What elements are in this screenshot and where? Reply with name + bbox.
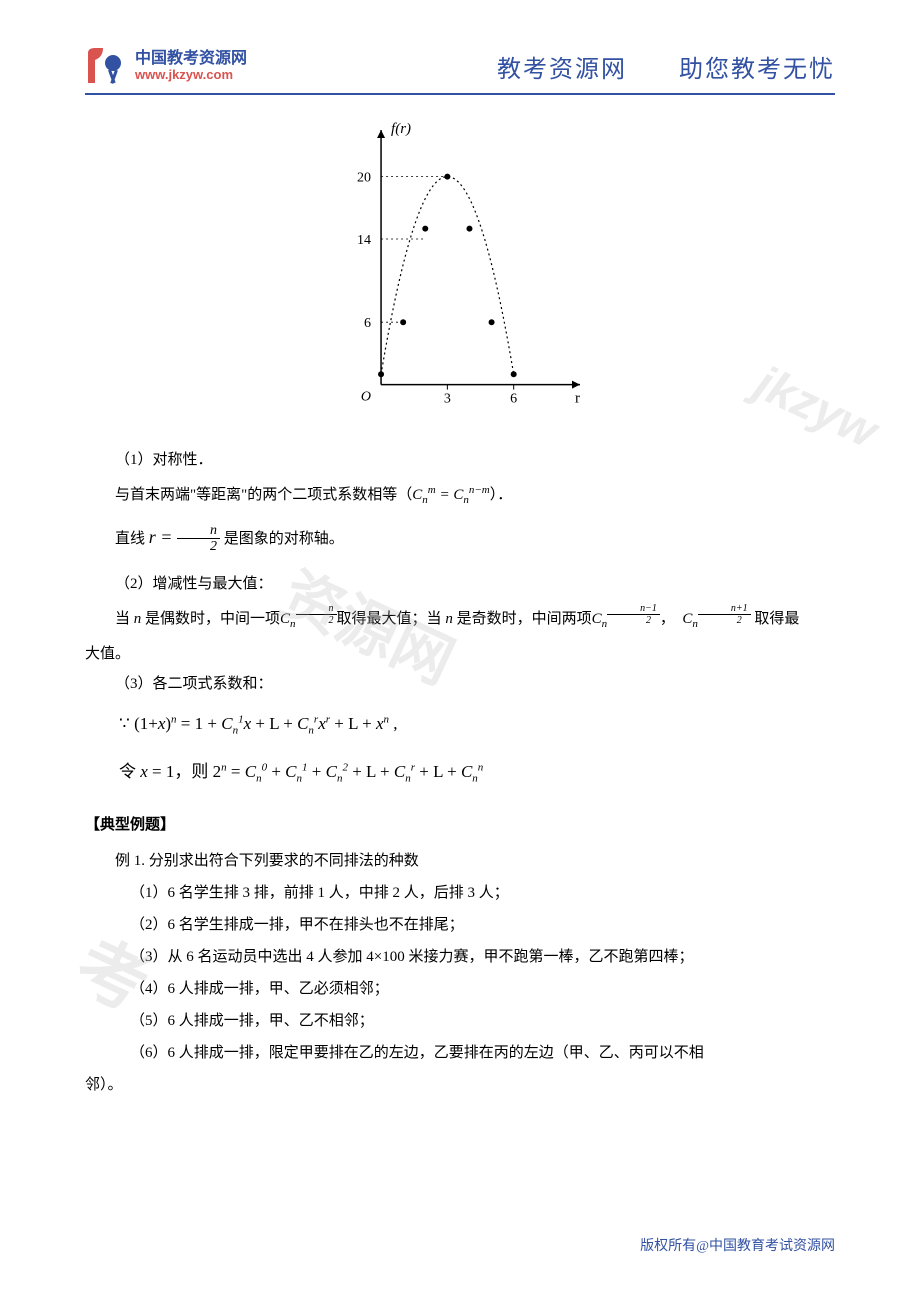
- text: 取得最: [751, 611, 800, 627]
- main-content: （1）对称性． 与首末两端"等距离"的两个二项式系数相等（Cnm = Cnn−m…: [85, 445, 835, 1100]
- logo-url-text: www.jkzyw.com: [135, 68, 247, 82]
- text: 令: [119, 762, 140, 781]
- svg-text:14: 14: [357, 233, 371, 248]
- logo-icon: [85, 45, 127, 87]
- example-1-6b: 邻）。: [85, 1070, 835, 1100]
- section-title: 【典型例题】: [85, 810, 835, 840]
- example-1-3: （3）从 6 名运动员中选出 4 人参加 4×100 米接力赛，甲不跑第一棒，乙…: [85, 942, 835, 972]
- para-max-value: 当 n 是偶数时，中间一项Cnn2取得最大值；当 n 是奇数时，中间两项Cnn−…: [85, 603, 835, 635]
- binomial-chart: 6 14 20 O 3 6 f(r) r: [320, 115, 600, 425]
- example-1-5: （5）6 人排成一排，甲、乙不相邻；: [85, 1006, 835, 1036]
- text: 是偶数时，中间一项: [141, 611, 280, 627]
- logo-cn-text: 中国教考资源网: [135, 50, 247, 68]
- svg-text:6: 6: [510, 392, 517, 407]
- text: 直线: [115, 531, 149, 547]
- svg-text:O: O: [361, 390, 371, 405]
- text: ，: [660, 611, 668, 627]
- formula-r-n2: r = n2: [149, 527, 220, 547]
- para-equal-distance: 与首末两端"等距离"的两个二项式系数相等（Cnm = Cnn−m）．: [85, 479, 835, 511]
- text: 取得最大值；当: [337, 611, 446, 627]
- para-axis: 直线 r = n2 是图象的对称轴。: [85, 519, 835, 555]
- chart-container: 6 14 20 O 3 6 f(r) r: [85, 115, 835, 425]
- formula-cn-nm1: Cnn−12: [592, 611, 660, 627]
- example-1-4: （4）6 人排成一排，甲、乙必须相邻；: [85, 974, 835, 1004]
- svg-text:3: 3: [444, 392, 451, 407]
- text: ∵: [119, 714, 134, 733]
- text: 是图象的对称轴。: [220, 531, 344, 547]
- logo-area: 中国教考资源网 www.jkzyw.com: [85, 45, 247, 87]
- text: ，则: [174, 762, 212, 781]
- svg-text:r: r: [575, 391, 580, 407]
- text: 是奇数时，中间两项: [453, 611, 592, 627]
- var-n: n: [445, 611, 453, 627]
- logo-text: 中国教考资源网 www.jkzyw.com: [135, 50, 247, 82]
- svg-text:20: 20: [357, 171, 371, 186]
- svg-text:f(r): f(r): [391, 121, 411, 137]
- formula-sum-2n: 令 x = 1，则 2n = Cn0 + Cn1 + Cn2 + L + Cnr…: [85, 755, 835, 789]
- text: ）．: [490, 487, 513, 503]
- text: 当: [115, 611, 134, 627]
- page-header: 中国教考资源网 www.jkzyw.com 教考资源网 助您教考无忧: [85, 45, 835, 95]
- formula-cnm: Cnm = Cnn−m: [412, 487, 489, 503]
- para-max-value-cont: 大值。: [85, 639, 835, 669]
- para-symmetry: （1）对称性．: [85, 445, 835, 475]
- formula-expand: ∵ (1+x)n = 1 + Cn1x + L + Cnrxr + L + xn…: [85, 707, 835, 741]
- text: 与首末两端"等距离"的两个二项式系数相等（: [115, 487, 412, 503]
- header-slogan: 教考资源网 助您教考无忧: [497, 49, 835, 84]
- footer-copyright: 版权所有@中国教育考试资源网: [640, 1235, 835, 1255]
- example-1-1: （1）6 名学生排 3 排，前排 1 人，中排 2 人，后排 3 人；: [85, 878, 835, 908]
- formula-cn-n2: Cnn2: [280, 611, 337, 627]
- para-monotone: （2）增减性与最大值：: [85, 569, 835, 599]
- example-1-6: （6）6 人排成一排，限定甲要排在乙的左边，乙要排在丙的左边（甲、乙、丙可以不相: [85, 1038, 835, 1068]
- formula-cn-np1: Cnn+12: [682, 611, 750, 627]
- svg-text:6: 6: [364, 316, 371, 331]
- example-1-2: （2）6 名学生排成一排，甲不在排头也不在排尾；: [85, 910, 835, 940]
- para-sum: （3）各二项式系数和：: [85, 669, 835, 699]
- example-1: 例 1. 分别求出符合下列要求的不同排法的种数: [85, 846, 835, 876]
